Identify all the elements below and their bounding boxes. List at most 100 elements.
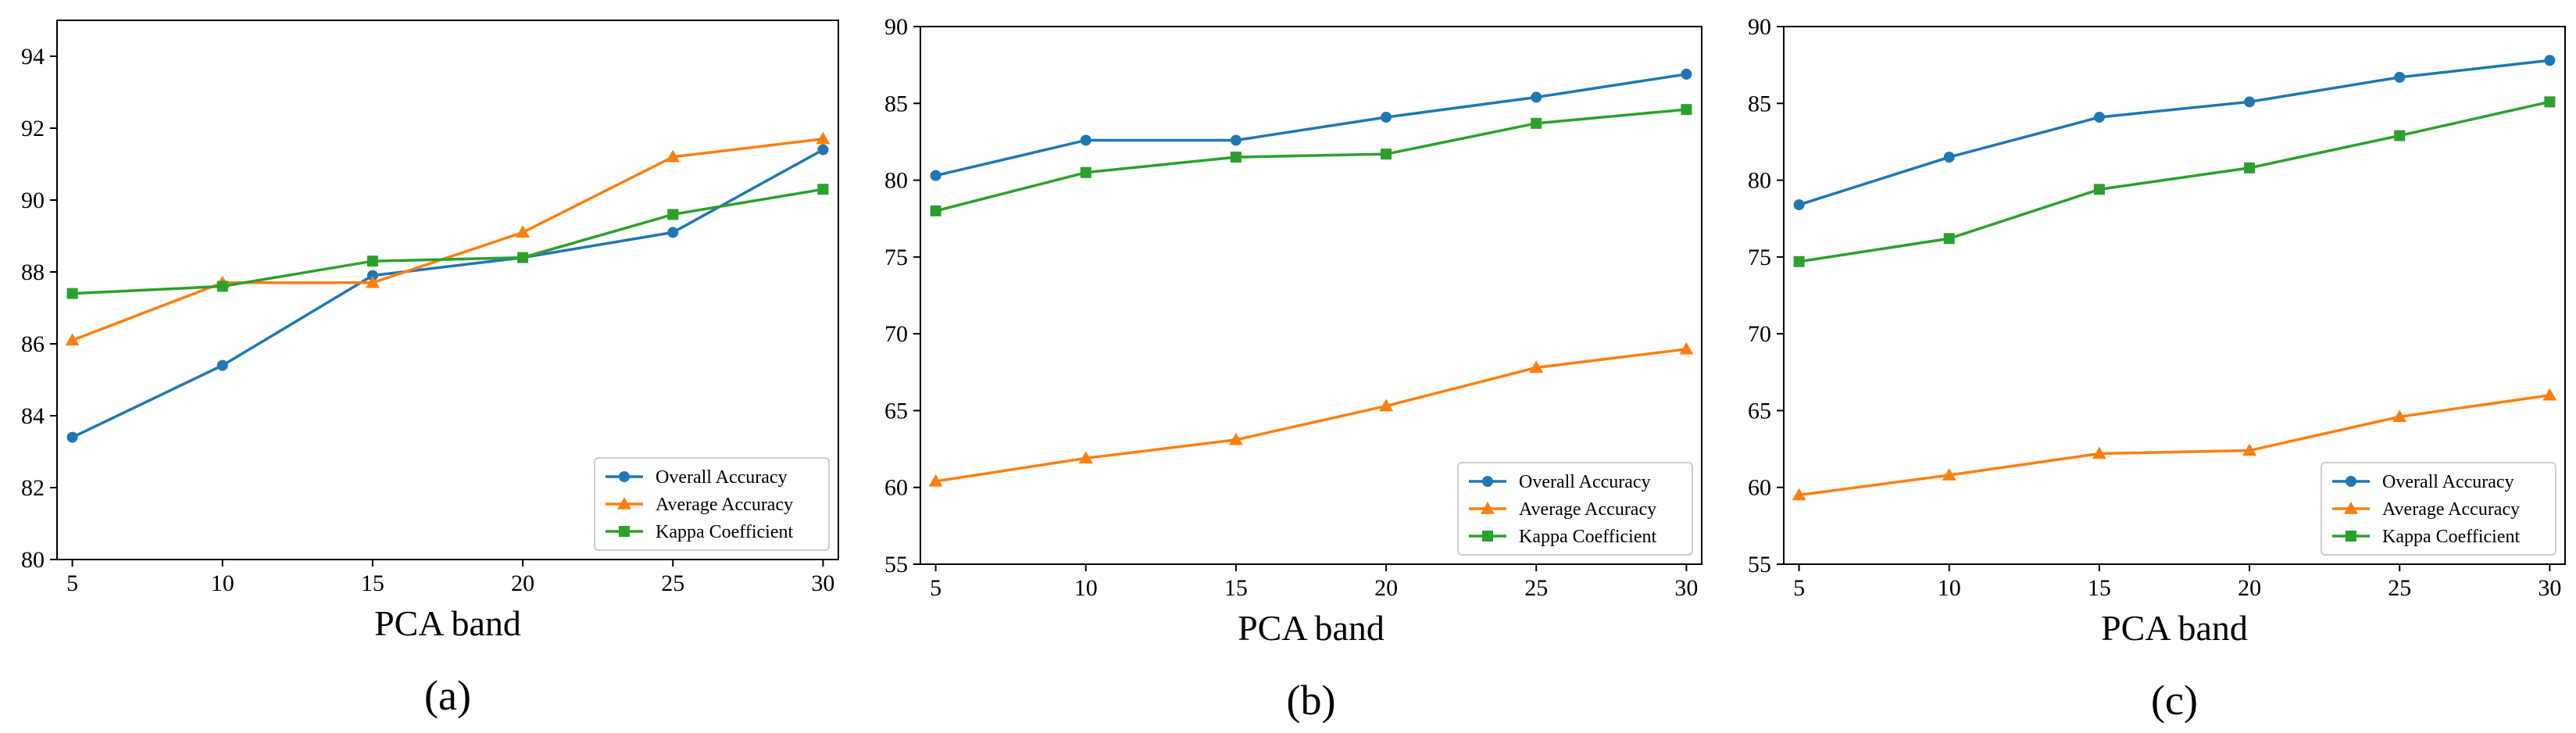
series-line	[72, 188, 824, 295]
x-tick-label: 15	[2088, 575, 2111, 601]
data-point	[1681, 104, 1692, 116]
data-point	[2244, 96, 2256, 108]
y-tick-label: 75	[884, 245, 908, 270]
x-tick-label: 25	[1524, 575, 1548, 601]
x-tick-label: 10	[1074, 575, 1098, 601]
data-point	[1381, 111, 1392, 123]
data-point	[366, 270, 378, 281]
data-point	[928, 474, 943, 487]
legend: Overall Accuracy Average Accuracy Kappa Co…	[1457, 462, 1693, 556]
data-point	[2244, 162, 2256, 173]
plot-frame	[56, 20, 839, 560]
data-point	[816, 131, 831, 145]
data-point	[1531, 117, 1542, 129]
series-overall-accuracy	[930, 68, 1692, 181]
x-tick-label: 5	[66, 570, 78, 596]
data-point	[2542, 388, 2557, 401]
y-tick-label: 80	[1748, 168, 1771, 194]
series-line	[71, 138, 824, 342]
data-point	[1793, 199, 1805, 211]
legend-marker	[619, 471, 630, 482]
data-point	[1793, 256, 1805, 267]
series-overall-accuracy	[66, 144, 829, 443]
data-point	[1942, 467, 1956, 481]
data-point	[930, 205, 941, 216]
x-tick-label: 10	[1938, 575, 1961, 601]
data-point	[1943, 152, 1955, 163]
legend-marker	[2344, 502, 2358, 514]
x-tick-label: 15	[1224, 575, 1248, 601]
panel-1: 5 10 15 20 25 30 55 60 65 70 75 80 85 90 PCA band (b) Ov…	[884, 14, 1702, 724]
data-point	[2093, 184, 2105, 195]
legend-label: Average Accuracy	[2382, 499, 2520, 520]
x-tick-label: 20	[511, 570, 534, 596]
series-line	[1799, 394, 2550, 497]
series-line	[1799, 100, 2550, 263]
data-point	[1080, 134, 1091, 146]
data-point	[66, 431, 78, 443]
legend-label: Kappa Coefficient	[2382, 527, 2520, 547]
x-axis-label: PCA band	[2101, 608, 2248, 648]
data-point	[1381, 148, 1392, 160]
series-kappa-coefficient	[930, 104, 1692, 216]
x-tick-label: 5	[1793, 575, 1805, 601]
y-tick-label: 70	[884, 321, 908, 347]
series-average-accuracy	[1792, 388, 2557, 501]
legend-box	[2321, 462, 2556, 556]
x-axis-label: PCA band	[1238, 608, 1384, 648]
data-point	[2544, 96, 2556, 108]
data-point	[1681, 68, 1692, 80]
data-point	[1792, 488, 1806, 501]
data-point	[817, 184, 829, 195]
y-tick-label: 85	[884, 91, 908, 116]
y-tick-label: 65	[1748, 398, 1771, 424]
legend-label: Overall Accuracy	[656, 467, 788, 488]
x-tick-label: 30	[2538, 575, 2561, 601]
data-point	[1943, 233, 1955, 245]
x-tick-label: 20	[2238, 575, 2261, 601]
x-tick-label: 15	[361, 570, 384, 596]
y-tick-label: 90	[884, 14, 908, 40]
y-tick-label: 70	[1748, 321, 1771, 347]
series-line	[935, 108, 1687, 213]
data-point	[2394, 130, 2406, 141]
y-tick-label: 60	[1748, 475, 1771, 501]
legend-label: Overall Accuracy	[1519, 472, 1651, 492]
series-kappa-coefficient	[66, 184, 829, 299]
data-point	[2092, 446, 2106, 459]
legend-marker	[619, 526, 630, 537]
legend-box	[594, 457, 830, 551]
legend-label: Kappa Coefficient	[656, 522, 793, 542]
y-tick-label: 90	[1748, 14, 1771, 40]
data-point	[667, 227, 679, 238]
legend-label: Average Accuracy	[1519, 499, 1656, 520]
data-point	[2394, 71, 2406, 83]
panel-2: 5 10 15 20 25 30 55 60 65 70 75 80 85 90 PCA band (c) Ov…	[1748, 14, 2566, 724]
legend-label: Overall Accuracy	[2382, 472, 2514, 492]
y-tick-label: 86	[21, 331, 45, 357]
panel-0: 5 10 15 20 25 30 80 82 84 86 88 90 92 94 PCA band (a) Ov…	[21, 20, 839, 719]
y-tick-label: 75	[1748, 245, 1771, 270]
x-tick-label: 10	[211, 570, 234, 596]
y-tick-label: 88	[21, 259, 45, 285]
data-point	[667, 209, 679, 220]
plot-frame	[920, 26, 1702, 565]
y-tick-label: 65	[884, 398, 908, 424]
y-tick-label: 84	[21, 403, 45, 429]
legend-marker	[1482, 476, 1493, 487]
data-point	[2544, 55, 2556, 66]
data-point	[517, 252, 529, 263]
legend: Overall Accuracy Average Accuracy Kappa Co…	[594, 457, 830, 551]
series-kappa-coefficient	[1793, 96, 2556, 267]
legend-marker	[2346, 531, 2356, 542]
data-point	[1531, 91, 1542, 103]
y-tick-label: 60	[884, 475, 908, 501]
x-tick-label: 25	[661, 570, 684, 596]
data-point	[216, 359, 228, 371]
x-tick-label: 5	[930, 575, 941, 601]
series-average-accuracy	[65, 131, 831, 346]
legend-marker	[1482, 531, 1493, 542]
data-point	[216, 281, 228, 292]
data-point	[2392, 409, 2407, 423]
